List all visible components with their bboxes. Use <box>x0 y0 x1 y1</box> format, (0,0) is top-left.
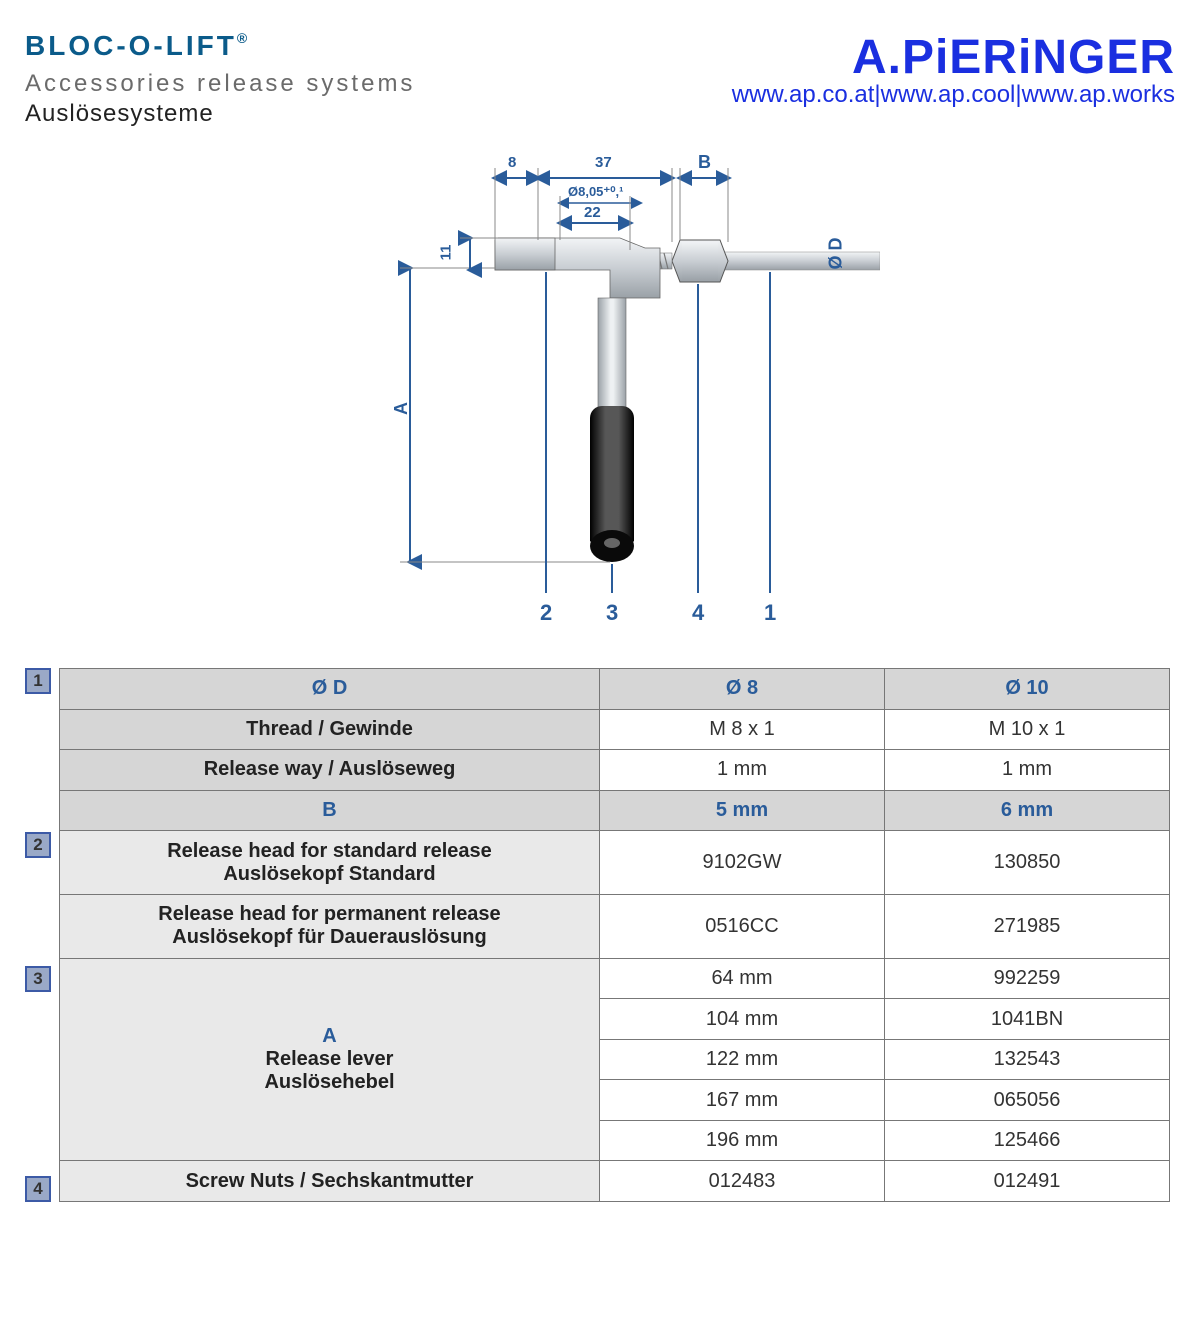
cell: 012491 <box>885 1161 1170 1202</box>
cell: 167 mm <box>600 1080 885 1121</box>
company-logo: A.PiERiNGER <box>732 30 1175 85</box>
callout-1: 1 <box>764 600 776 626</box>
subtitle-en: Accessories release systems <box>25 70 415 98</box>
cell: 012483 <box>600 1161 885 1202</box>
brand-logo: BLOC-O-LIFT® <box>25 30 415 62</box>
label-en: Release lever <box>66 1048 593 1071</box>
row-B-label: B <box>60 790 600 831</box>
row-head-std-label: Release head for standard release Auslös… <box>60 831 600 895</box>
table-row: Screw Nuts / Sechskantmutter 012483 0124… <box>60 1161 1170 1202</box>
cell: 1041BN <box>885 999 1170 1040</box>
dim-11: 11 <box>437 245 454 261</box>
cell: 196 mm <box>600 1120 885 1161</box>
row-head-perm-label: Release head for permanent release Auslö… <box>60 894 600 958</box>
diagram-container: A 11 8 37 B Ø8,05⁺⁰,¹ 22 Ø D 2 3 4 1 <box>25 148 1175 638</box>
brand-text: BLOC-O-LIFT <box>25 30 237 61</box>
diagram-svg <box>320 148 880 638</box>
cell: 065056 <box>885 1080 1170 1121</box>
subtitle-de: Auslösesysteme <box>25 100 415 128</box>
dim-22: 22 <box>584 204 601 221</box>
callout-4: 4 <box>692 600 704 626</box>
table-row: B 5 mm 6 mm <box>60 790 1170 831</box>
callout-3: 3 <box>606 600 618 626</box>
dim-A: A <box>391 402 412 415</box>
cell: 125466 <box>885 1120 1170 1161</box>
cell: 1 mm <box>885 750 1170 791</box>
label-de: Auslösekopf für Dauerauslösung <box>66 926 593 949</box>
spec-table: Ø D Ø 8 Ø 10 Thread / Gewinde M 8 x 1 M … <box>59 668 1170 1202</box>
cell: 271985 <box>885 894 1170 958</box>
th-8: Ø 8 <box>600 669 885 710</box>
cell: 122 mm <box>600 1039 885 1080</box>
cell: 992259 <box>885 958 1170 999</box>
dim-805: Ø8,05⁺⁰,¹ <box>568 184 623 200</box>
marker-column: 1 2 3 4 <box>25 668 59 1202</box>
cell: 0516CC <box>600 894 885 958</box>
label-en: Release head for standard release <box>167 840 492 862</box>
label-A: A <box>66 1025 593 1048</box>
row-releaseway-label: Release way / Auslöseweg <box>60 750 600 791</box>
marker-3: 3 <box>25 966 51 992</box>
marker-2: 2 <box>25 832 51 858</box>
cell: 6 mm <box>885 790 1170 831</box>
row-nuts-label: Screw Nuts / Sechskantmutter <box>60 1161 600 1202</box>
label-de: Auslösekopf Standard <box>66 863 593 886</box>
cell: 104 mm <box>600 999 885 1040</box>
marker-1: 1 <box>25 668 51 694</box>
cell: 1 mm <box>600 750 885 791</box>
dim-37: 37 <box>595 154 612 171</box>
th-10: Ø 10 <box>885 669 1170 710</box>
row-thread-label: Thread / Gewinde <box>60 709 600 750</box>
cell: M 8 x 1 <box>600 709 885 750</box>
cell: 132543 <box>885 1039 1170 1080</box>
cell: M 10 x 1 <box>885 709 1170 750</box>
cell: 64 mm <box>600 958 885 999</box>
table-row: Ø D Ø 8 Ø 10 <box>60 669 1170 710</box>
table-row: A Release lever Auslösehebel 64 mm 99225… <box>60 958 1170 999</box>
table-row: Release head for standard release Auslös… <box>60 831 1170 895</box>
marker-4: 4 <box>25 1176 51 1202</box>
brand-reg: ® <box>237 30 250 46</box>
table-row: Release way / Auslöseweg 1 mm 1 mm <box>60 750 1170 791</box>
cell: 130850 <box>885 831 1170 895</box>
row-A-label: A Release lever Auslösehebel <box>60 958 600 1161</box>
cell: 5 mm <box>600 790 885 831</box>
header: BLOC-O-LIFT® Accessories release systems… <box>25 30 1175 128</box>
dim-B: B <box>698 152 711 173</box>
cell: 9102GW <box>600 831 885 895</box>
th-d: Ø D <box>60 669 600 710</box>
company-urls: www.ap.co.at|www.ap.cool|www.ap.works <box>732 81 1175 109</box>
header-right: A.PiERiNGER www.ap.co.at|www.ap.cool|www… <box>732 30 1175 109</box>
table-row: Thread / Gewinde M 8 x 1 M 10 x 1 <box>60 709 1170 750</box>
label-de: Auslösehebel <box>66 1071 593 1094</box>
dim-8: 8 <box>508 154 516 171</box>
label-en: Release head for permanent release <box>158 903 500 925</box>
table-row: Release head for permanent release Auslö… <box>60 894 1170 958</box>
callout-2: 2 <box>540 600 552 626</box>
header-left: BLOC-O-LIFT® Accessories release systems… <box>25 30 415 128</box>
technical-diagram: A 11 8 37 B Ø8,05⁺⁰,¹ 22 Ø D 2 3 4 1 <box>320 148 880 638</box>
dim-D: Ø D <box>826 237 847 269</box>
spec-table-wrap: 1 2 3 4 Ø D Ø 8 Ø 10 Thread / Gewinde M … <box>25 668 1175 1202</box>
